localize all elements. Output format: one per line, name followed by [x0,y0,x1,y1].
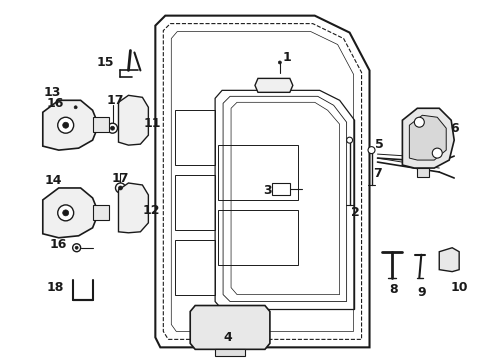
Circle shape [73,244,81,252]
Bar [272,183,290,195]
Circle shape [58,117,74,133]
Text: 1: 1 [282,51,291,64]
Text: 10: 10 [450,281,468,294]
Text: 16: 16 [50,238,68,251]
Text: 12: 12 [143,204,160,217]
Text: 11: 11 [144,117,161,130]
Polygon shape [93,205,108,220]
Polygon shape [119,95,148,145]
Text: 5: 5 [375,138,384,150]
Circle shape [63,210,69,216]
Circle shape [58,205,74,221]
Circle shape [119,186,122,190]
Polygon shape [417,168,429,177]
Circle shape [278,61,281,64]
Text: 2: 2 [351,206,360,219]
Polygon shape [255,78,293,92]
Circle shape [346,137,353,143]
Bar [175,110,215,165]
Text: 16: 16 [47,97,64,110]
Polygon shape [439,248,459,272]
Bar [218,145,298,200]
Polygon shape [409,115,446,160]
Text: 14: 14 [45,175,63,188]
Circle shape [368,147,375,154]
Polygon shape [43,100,98,150]
Circle shape [63,122,69,128]
Bar [175,175,215,230]
Bar [175,240,215,294]
Polygon shape [119,183,148,233]
Circle shape [71,102,81,112]
Circle shape [415,117,424,127]
Circle shape [74,106,77,109]
Text: 17: 17 [112,171,129,185]
Text: 6: 6 [450,122,459,135]
Circle shape [432,148,442,158]
Text: 7: 7 [373,167,382,180]
Circle shape [107,123,118,133]
Text: 18: 18 [47,281,64,294]
Circle shape [116,183,125,193]
Polygon shape [190,306,270,349]
Text: 3: 3 [264,184,272,197]
Polygon shape [43,188,98,238]
Polygon shape [402,108,454,168]
Text: 9: 9 [417,286,426,299]
Text: 4: 4 [224,331,232,344]
Text: 15: 15 [97,56,114,69]
Polygon shape [93,117,108,132]
Circle shape [111,126,115,130]
Text: 13: 13 [44,86,61,99]
Text: 8: 8 [389,283,398,296]
Bar [218,210,298,265]
Polygon shape [215,349,245,356]
Text: 17: 17 [107,94,124,107]
Circle shape [75,246,78,249]
